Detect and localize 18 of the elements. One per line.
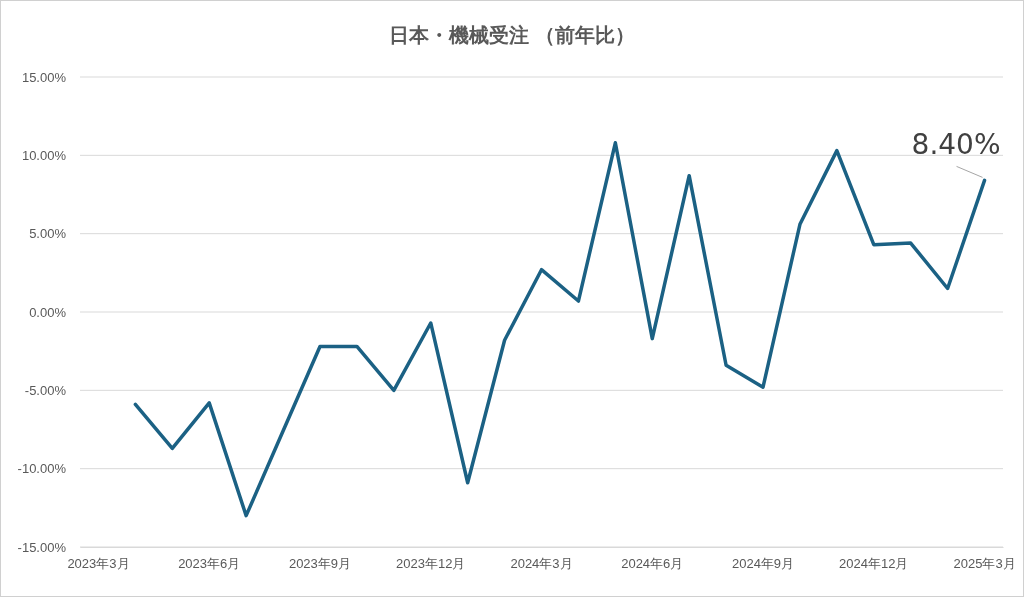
y-tick-label: 0.00% <box>29 304 67 320</box>
x-tick-label: 2025年3月 <box>953 556 1016 572</box>
x-tick-label: 2023年12月 <box>396 556 466 572</box>
chart-title: 日本・機械受注 （前年比） <box>388 23 636 47</box>
x-tick-label: 2024年6月 <box>621 556 684 572</box>
x-tick-label: 2024年9月 <box>731 556 795 572</box>
x-tick-label: 2023年6月 <box>178 556 241 572</box>
y-tick-label: -10.00% <box>17 461 67 477</box>
x-tick-label: 2023年9月 <box>288 556 352 572</box>
y-tick-label: -5.00% <box>24 382 67 398</box>
y-tick-label: -15.00% <box>17 539 67 555</box>
x-tick-label: 2024年12月 <box>839 556 909 572</box>
y-tick-label: 10.00% <box>21 147 67 163</box>
data-label: 8.40% <box>911 128 1001 162</box>
y-tick-label: 15.00% <box>21 69 67 85</box>
x-tick-label: 2024年3月 <box>510 556 573 572</box>
x-tick-label: 2023年3月 <box>67 556 130 572</box>
y-tick-label: 5.00% <box>29 226 67 242</box>
